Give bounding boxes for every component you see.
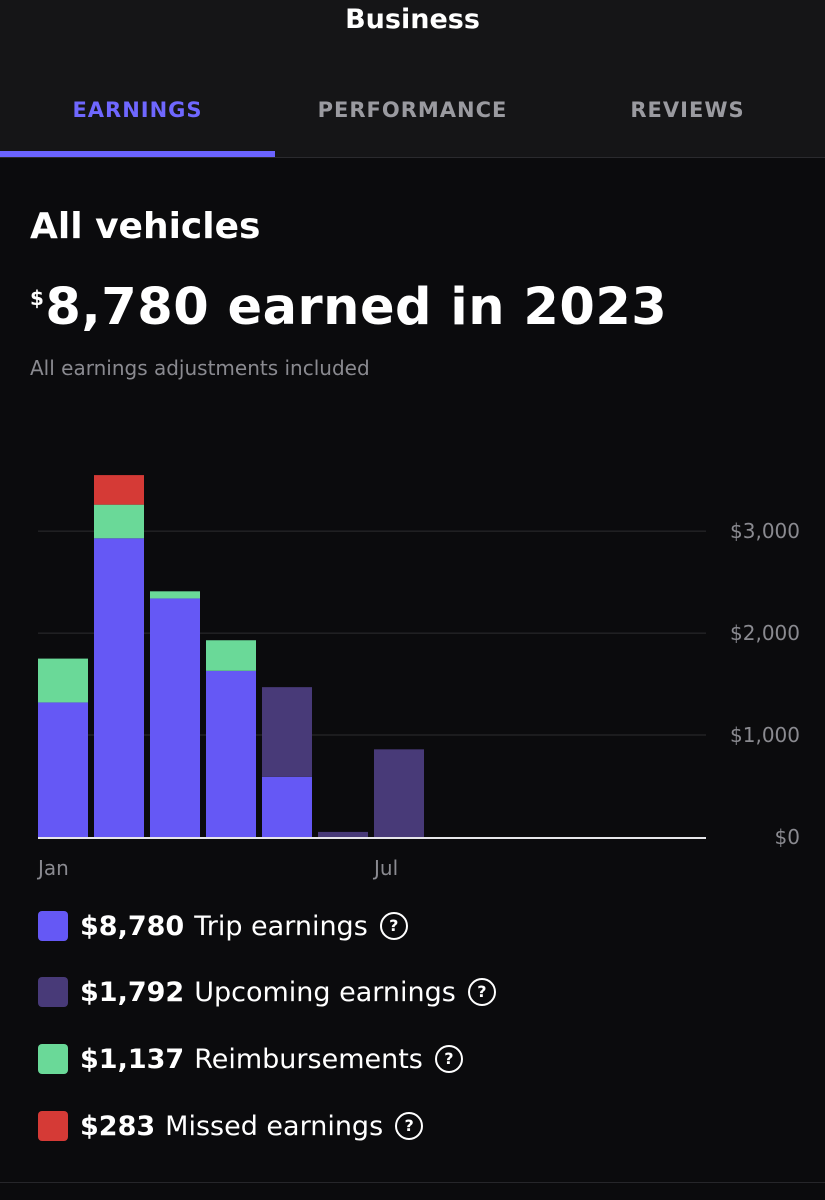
bar-segment xyxy=(150,591,200,599)
bar-segment xyxy=(206,640,256,671)
adjustments-note: All earnings adjustments included xyxy=(30,356,370,380)
legend-label: Reimbursements xyxy=(194,1043,423,1075)
page-title: Business xyxy=(345,4,480,35)
y-tick-label: $1,000 xyxy=(730,723,800,747)
legend-upcoming-earnings: $1,792 Upcoming earnings ? xyxy=(38,972,496,1012)
legend-value: $8,780 xyxy=(80,910,185,942)
tab-earnings[interactable]: EARNINGS xyxy=(72,98,203,122)
earned-amount: 8,780 earned in 2023 xyxy=(45,278,668,337)
bar-segment xyxy=(94,475,144,505)
trip-earnings-swatch xyxy=(38,911,68,941)
legend-value: $283 xyxy=(80,1110,156,1142)
y-tick-label: $3,000 xyxy=(730,519,800,543)
tab-reviews[interactable]: REVIEWS xyxy=(630,98,745,122)
bar-segment xyxy=(318,831,368,837)
bar-segment xyxy=(94,504,144,539)
reimbursements-swatch xyxy=(38,1044,68,1074)
bar-segment xyxy=(206,670,256,837)
upcoming-earnings-swatch xyxy=(38,977,68,1007)
bar-segment xyxy=(38,658,88,703)
x-tick-label: Jul xyxy=(372,856,398,880)
vehicle-filter-title[interactable]: All vehicles xyxy=(30,206,261,247)
bar-segment xyxy=(262,687,312,777)
legend-missed-earnings: $283 Missed earnings ? xyxy=(38,1106,424,1146)
y-tick-label: $0 xyxy=(775,825,800,849)
earned-total: $8,780 earned in 2023 xyxy=(30,278,667,337)
bottom-divider xyxy=(0,1182,825,1183)
question-circle-icon[interactable]: ? xyxy=(379,912,408,940)
missed-earnings-swatch xyxy=(38,1111,68,1141)
bar-segment xyxy=(262,776,312,837)
bar-segment xyxy=(150,598,200,837)
x-tick-label: Jan xyxy=(36,856,69,880)
active-tab-indicator xyxy=(0,151,275,157)
legend-label: Missed earnings xyxy=(165,1110,384,1142)
legend-trip-earnings: $8,780 Trip earnings ? xyxy=(38,906,408,946)
question-circle-icon[interactable]: ? xyxy=(467,978,496,1006)
legend-label: Trip earnings xyxy=(194,910,368,942)
tab-divider xyxy=(0,157,825,158)
question-circle-icon[interactable]: ? xyxy=(395,1112,424,1140)
bar-segment xyxy=(38,702,88,837)
earnings-chart: $3,000 $2,000 $1,000 $0 Jan Jul xyxy=(36,475,800,880)
legend-value: $1,137 xyxy=(80,1043,185,1075)
question-circle-icon[interactable]: ? xyxy=(434,1045,463,1073)
bar-segment xyxy=(374,749,424,837)
top-bar: Business EARNINGS PERFORMANCE REVIEWS xyxy=(0,0,825,158)
tab-performance[interactable]: PERFORMANCE xyxy=(317,98,508,122)
legend-reimbursements: $1,137 Reimbursements ? xyxy=(38,1039,463,1079)
currency-symbol: $ xyxy=(30,286,45,310)
bar-segment xyxy=(94,538,144,837)
y-tick-label: $2,000 xyxy=(730,621,800,645)
legend-value: $1,792 xyxy=(80,976,185,1008)
legend-label: Upcoming earnings xyxy=(194,976,456,1008)
